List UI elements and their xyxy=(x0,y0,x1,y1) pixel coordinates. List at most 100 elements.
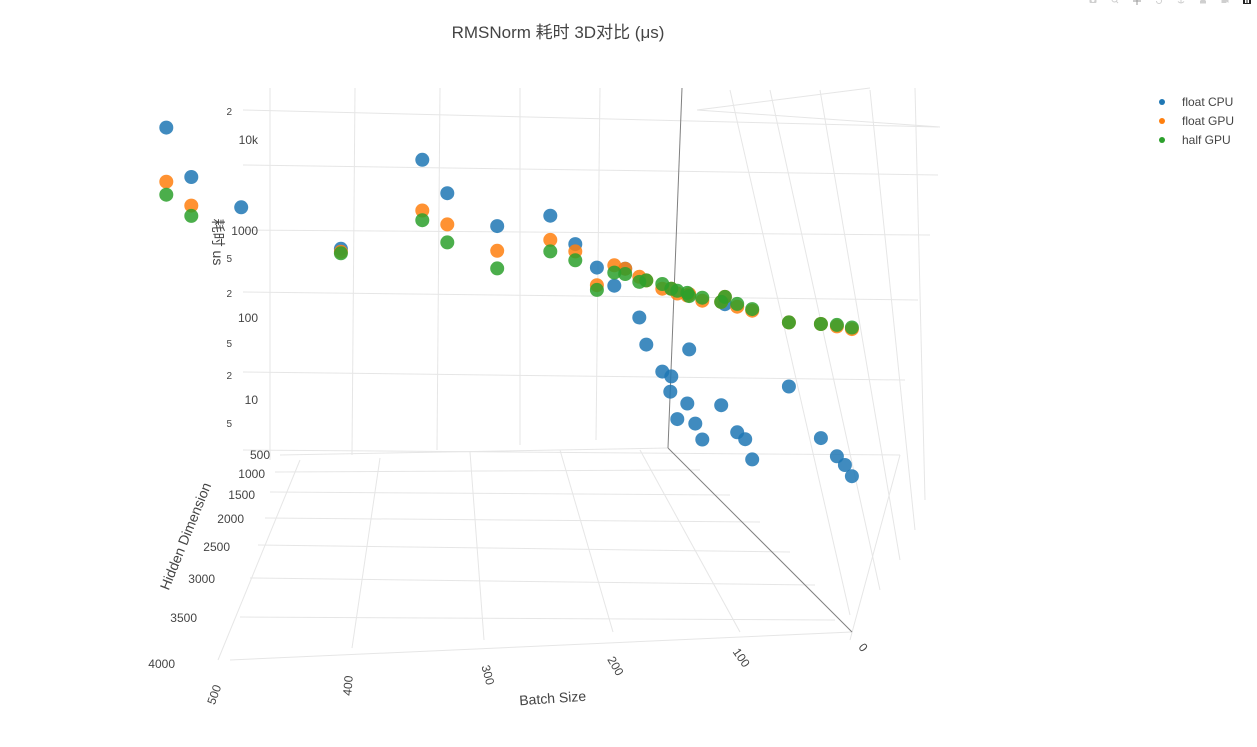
point-half-gpu[interactable] xyxy=(745,302,760,317)
point-half-gpu[interactable] xyxy=(695,290,710,305)
y-tick-label: 1000 xyxy=(238,467,265,481)
point-float-cpu[interactable] xyxy=(738,432,753,447)
orbit-rotate-icon[interactable] xyxy=(1151,0,1167,8)
point-half-gpu[interactable] xyxy=(670,283,685,298)
gridline xyxy=(696,87,871,111)
point-half-gpu[interactable] xyxy=(543,244,558,259)
y-tick-label: 4000 xyxy=(148,657,175,671)
point-float-cpu[interactable] xyxy=(844,469,859,484)
z-minor-tick-label: 5 xyxy=(226,339,232,350)
point-float-cpu[interactable] xyxy=(490,219,505,234)
point-float-cpu[interactable] xyxy=(415,152,430,167)
point-float-cpu[interactable] xyxy=(813,431,828,446)
point-half-gpu[interactable] xyxy=(639,273,654,288)
gridline xyxy=(279,447,669,456)
point-float-cpu[interactable] xyxy=(714,398,729,413)
point-half-gpu[interactable] xyxy=(159,187,174,202)
y-tick-label: 1500 xyxy=(228,488,255,502)
gridline xyxy=(239,616,836,621)
legend-marker-half-gpu xyxy=(1159,137,1165,143)
point-half-gpu[interactable] xyxy=(607,265,622,280)
point-half-gpu[interactable] xyxy=(589,282,604,297)
grid-layer xyxy=(217,87,941,661)
point-float-gpu[interactable] xyxy=(440,217,455,232)
point-float-cpu[interactable] xyxy=(781,379,796,394)
point-float-cpu[interactable] xyxy=(682,342,697,357)
legend[interactable]: float CPU float GPU half GPU xyxy=(1159,95,1234,147)
gridline xyxy=(242,371,906,381)
point-half-gpu[interactable] xyxy=(714,294,729,309)
point-half-gpu[interactable] xyxy=(184,208,199,223)
home-icon[interactable] xyxy=(1195,0,1211,8)
point-half-gpu[interactable] xyxy=(333,246,348,261)
point-float-cpu[interactable] xyxy=(680,396,695,411)
point-float-cpu[interactable] xyxy=(159,120,174,135)
legend-item-half-gpu[interactable]: half GPU xyxy=(1159,133,1231,147)
legend-label-float-cpu: float CPU xyxy=(1182,95,1233,109)
point-float-cpu[interactable] xyxy=(632,310,647,325)
point-half-gpu[interactable] xyxy=(655,277,670,291)
point-half-gpu[interactable] xyxy=(844,320,859,335)
gridline xyxy=(849,454,901,641)
x-tick-label: 400 xyxy=(340,675,356,696)
gridline xyxy=(351,457,381,649)
point-float-cpu[interactable] xyxy=(688,416,703,431)
point-float-cpu[interactable] xyxy=(837,458,852,472)
y-tick-label: 3500 xyxy=(170,611,197,625)
point-half-gpu[interactable] xyxy=(829,317,844,332)
turntable-rotate-icon[interactable] xyxy=(1173,0,1189,8)
camera-icon[interactable] xyxy=(1085,0,1101,8)
gridline xyxy=(257,544,791,553)
gridline xyxy=(869,89,916,531)
legend-item-float-gpu[interactable]: float GPU xyxy=(1159,114,1234,128)
x-tick-label: 0 xyxy=(856,640,871,654)
point-half-gpu[interactable] xyxy=(618,267,633,281)
gridline xyxy=(229,631,853,661)
gridline xyxy=(729,89,851,616)
data-points[interactable] xyxy=(159,120,859,484)
legend-item-float-cpu[interactable]: float CPU xyxy=(1159,95,1233,109)
point-float-gpu[interactable] xyxy=(490,243,505,258)
point-float-cpu[interactable] xyxy=(663,384,678,399)
point-float-cpu[interactable] xyxy=(543,208,558,223)
z-minor-tick-label: 5 xyxy=(226,419,232,430)
point-float-cpu[interactable] xyxy=(607,278,622,293)
point-float-gpu[interactable] xyxy=(159,174,174,189)
reset-camera-icon[interactable] xyxy=(1217,0,1233,8)
point-float-gpu[interactable] xyxy=(415,203,430,218)
z-minor-tick-label: 2 xyxy=(226,371,232,382)
point-float-cpu[interactable] xyxy=(639,337,654,352)
pan-icon[interactable] xyxy=(1129,0,1145,8)
point-half-gpu[interactable] xyxy=(568,253,583,268)
point-float-cpu[interactable] xyxy=(670,412,685,427)
point-float-cpu[interactable] xyxy=(745,452,760,467)
zoom-icon[interactable] xyxy=(1107,0,1123,8)
point-float-cpu[interactable] xyxy=(440,186,455,201)
point-half-gpu[interactable] xyxy=(440,235,455,250)
point-half-gpu[interactable] xyxy=(813,317,828,331)
point-float-cpu[interactable] xyxy=(234,200,249,215)
z-minor-tick-label: 2 xyxy=(226,289,232,300)
x-tick-label: 300 xyxy=(479,663,498,686)
point-float-cpu[interactable] xyxy=(655,364,670,379)
plotly-logo-icon[interactable] xyxy=(1239,0,1255,8)
y-tick-label: 2000 xyxy=(217,512,244,526)
point-half-gpu[interactable] xyxy=(730,296,745,311)
chart-title: RMSNorm 耗时 3D对比 (μs) xyxy=(452,23,665,42)
point-half-gpu[interactable] xyxy=(490,261,505,276)
legend-marker-float-cpu xyxy=(1159,99,1165,105)
gridline xyxy=(351,87,356,456)
point-float-cpu[interactable] xyxy=(589,260,604,275)
y-tick-label: 2500 xyxy=(203,540,230,554)
point-float-cpu[interactable] xyxy=(695,432,710,447)
z-minor-tick-label: 5 xyxy=(226,254,232,265)
point-float-gpu[interactable] xyxy=(184,198,199,213)
legend-marker-float-gpu xyxy=(1159,118,1165,124)
point-half-gpu[interactable] xyxy=(781,315,796,330)
point-float-cpu[interactable] xyxy=(184,170,199,184)
z-tick-label: 10 xyxy=(245,393,259,407)
point-half-gpu[interactable] xyxy=(415,213,430,228)
x-tick-label: 200 xyxy=(604,654,626,679)
point-float-gpu[interactable] xyxy=(543,232,558,247)
